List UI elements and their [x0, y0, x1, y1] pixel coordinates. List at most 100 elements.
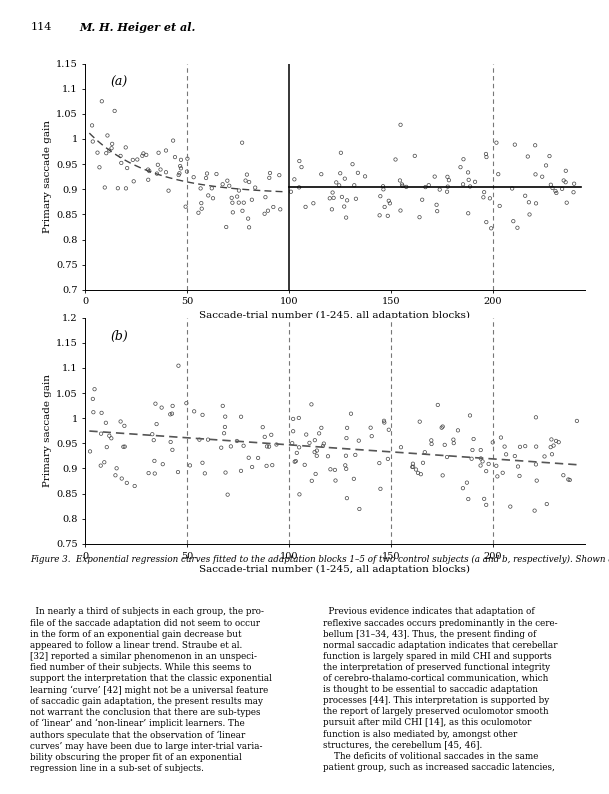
- Point: [554, 436, 563, 449]
- Point: [87, 119, 97, 132]
- Point: [354, 503, 364, 515]
- Point: [541, 159, 551, 172]
- Point: [443, 180, 452, 193]
- Point: [241, 174, 250, 187]
- Point: [312, 449, 322, 462]
- Point: [340, 172, 350, 185]
- Point: [367, 430, 376, 442]
- Point: [513, 222, 523, 234]
- Point: [194, 434, 204, 446]
- Point: [292, 446, 301, 459]
- Point: [111, 469, 121, 482]
- Point: [415, 415, 424, 428]
- Point: [228, 206, 238, 218]
- Point: [444, 174, 454, 187]
- Point: [107, 432, 116, 445]
- Point: [384, 423, 393, 436]
- Point: [433, 399, 443, 411]
- Point: [546, 179, 556, 191]
- Point: [378, 180, 388, 193]
- Point: [121, 141, 130, 154]
- Point: [342, 422, 352, 434]
- Point: [465, 180, 475, 193]
- Point: [261, 191, 270, 203]
- Y-axis label: Primary saccade gain: Primary saccade gain: [43, 120, 52, 233]
- Point: [443, 171, 452, 183]
- Point: [479, 191, 488, 203]
- Point: [157, 401, 166, 414]
- Point: [208, 192, 218, 205]
- Point: [222, 175, 232, 187]
- Point: [149, 434, 158, 446]
- Point: [286, 185, 296, 198]
- Point: [90, 383, 99, 395]
- Point: [569, 186, 579, 198]
- Point: [327, 203, 337, 216]
- Point: [218, 178, 228, 191]
- Point: [289, 173, 299, 186]
- Text: Previous evidence indicates that adaptation of
reflexive saccades occurs predomi: Previous evidence indicates that adaptat…: [323, 607, 557, 772]
- Point: [418, 457, 428, 469]
- Point: [176, 153, 186, 166]
- Point: [219, 427, 229, 440]
- Point: [561, 175, 571, 188]
- Point: [128, 153, 138, 166]
- Point: [432, 205, 442, 218]
- Point: [462, 476, 472, 489]
- Point: [440, 438, 449, 451]
- Point: [301, 428, 311, 441]
- Point: [421, 181, 431, 194]
- Point: [152, 168, 162, 180]
- Point: [415, 211, 424, 224]
- Point: [317, 422, 326, 434]
- Point: [544, 150, 554, 163]
- Point: [247, 461, 257, 473]
- Point: [458, 178, 468, 191]
- Point: [197, 202, 206, 215]
- Point: [342, 432, 351, 445]
- Point: [185, 459, 195, 472]
- Point: [107, 137, 117, 150]
- Point: [551, 185, 560, 198]
- Point: [442, 451, 452, 464]
- Point: [448, 434, 458, 446]
- Point: [438, 420, 448, 433]
- Point: [513, 461, 523, 473]
- Point: [375, 457, 384, 469]
- Point: [523, 150, 533, 163]
- Point: [88, 406, 98, 418]
- Point: [174, 360, 183, 372]
- Point: [224, 179, 234, 192]
- Point: [121, 182, 131, 195]
- Point: [565, 473, 575, 486]
- Point: [435, 183, 445, 196]
- Point: [232, 191, 242, 203]
- Point: [336, 146, 346, 159]
- Point: [385, 197, 395, 210]
- Point: [384, 195, 393, 207]
- Point: [311, 468, 320, 480]
- Point: [482, 216, 491, 229]
- Point: [288, 425, 298, 437]
- Point: [197, 197, 206, 210]
- Text: Figure 3.  Exponential regression curves fitted to the adaptation blocks 1–5 of : Figure 3. Exponential regression curves …: [30, 554, 609, 564]
- Point: [102, 129, 112, 142]
- Point: [430, 170, 440, 183]
- Point: [175, 167, 185, 179]
- Point: [309, 197, 319, 210]
- Point: [250, 181, 260, 194]
- Point: [540, 450, 549, 463]
- Point: [207, 182, 217, 195]
- Point: [479, 492, 489, 505]
- Point: [234, 196, 244, 209]
- Point: [138, 147, 148, 160]
- Point: [130, 480, 139, 492]
- Point: [463, 166, 473, 179]
- Point: [117, 472, 127, 485]
- Point: [161, 145, 171, 157]
- Point: [116, 156, 126, 169]
- Point: [167, 399, 177, 412]
- Point: [350, 179, 359, 191]
- Point: [153, 159, 163, 172]
- Point: [294, 411, 304, 424]
